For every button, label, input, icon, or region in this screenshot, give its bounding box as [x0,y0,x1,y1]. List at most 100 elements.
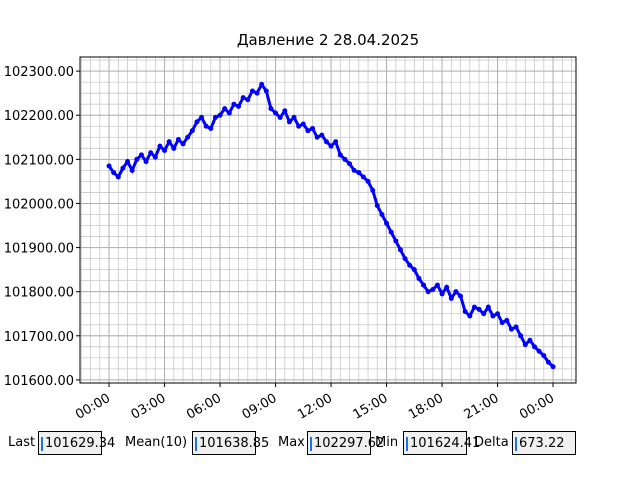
data-point [448,295,454,301]
data-point [328,143,334,149]
data-point [286,119,292,125]
x-tick-label: 03:00 [129,391,169,423]
x-tick-label: 00:00 [73,391,113,423]
data-point [115,174,121,180]
x-tick-label: 21:00 [462,391,502,423]
data-point [490,313,496,319]
y-tick-label: 102200.00 [4,109,74,124]
data-point [458,293,464,299]
data-point [388,229,394,235]
data-point [314,134,320,140]
data-point [134,156,140,162]
data-point [407,262,413,268]
data-point [522,342,528,348]
field-label: Mean(10) [125,435,188,450]
y-tick-label: 102100.00 [4,153,74,168]
x-tick-label: 15:00 [351,391,391,423]
data-point [397,247,403,253]
data-point [208,125,214,131]
data-point [453,289,459,295]
plot-frame [79,56,577,384]
data-point [148,150,154,156]
data-point [319,132,325,138]
data-point [291,114,297,120]
data-point [333,139,339,145]
chart: Давление 2 28.04.2025 101600.00 101700.00… [4,31,577,423]
data-point [347,161,353,167]
data-point [513,324,519,330]
x-tick-label: 12:00 [295,391,335,423]
data-point [411,267,417,273]
data-point [421,282,427,288]
data-point [439,291,445,297]
field-textbox[interactable]: 101638.85 [192,431,269,455]
data-point [212,114,218,120]
field-textbox[interactable]: 673.22 [512,431,576,455]
data-point [476,306,482,312]
data-point [337,152,343,158]
data-point [194,119,200,125]
data-point [166,139,172,145]
chart-title: Давление 2 28.04.2025 [237,31,419,49]
data-point [434,282,440,288]
data-point [273,110,279,116]
data-point [430,286,436,292]
y-tick-label: 102300.00 [4,65,74,80]
y-tick-label: 101700.00 [4,330,74,345]
data-point [305,128,311,134]
data-point [277,114,283,120]
data-point [485,304,491,310]
field-label: Delta [474,435,509,450]
x-tick-label: 09:00 [240,391,280,423]
data-point [189,128,195,134]
data-point [185,134,191,140]
data-point [254,90,260,96]
data-point [467,313,473,319]
data-point [222,106,228,112]
data-point [374,203,380,209]
data-point [106,163,112,169]
data-point [499,320,505,326]
y-tick-label: 101800.00 [4,286,74,301]
data-point [231,101,237,107]
data-point [296,123,302,129]
field-textbox[interactable]: 102297.62 [307,431,384,455]
data-point [365,178,371,184]
data-point [120,165,126,171]
x-tick-label: 00:00 [517,391,557,423]
data-point [203,123,209,129]
field-textbox[interactable]: 101624.41 [403,431,480,455]
data-point [125,159,131,165]
data-point [111,170,117,176]
data-point [545,359,551,365]
y-tick-label: 101900.00 [4,242,74,257]
data-point [138,152,144,158]
data-point [342,156,348,162]
data-point [157,143,163,149]
data-point [259,81,265,87]
data-point [532,344,538,350]
data-point [240,95,246,101]
field-textbox[interactable]: 101629.34 [38,431,115,455]
x-tick-label: 18:00 [406,391,446,423]
data-point [143,159,149,165]
data-point [527,337,533,343]
field-label: Max [278,435,305,450]
data-point [541,353,547,359]
data-point [152,154,158,160]
data-point [162,148,168,154]
data-point [416,275,422,281]
data-point [550,364,556,370]
data-point [351,167,357,173]
data-point [462,309,468,315]
x-tick-label: 06:00 [184,391,224,423]
data-point [268,106,274,112]
y-tick-label: 101600.00 [4,374,74,389]
data-point [310,125,316,131]
data-point [471,304,477,310]
data-point [249,88,255,94]
data-point [518,333,524,339]
data-point [236,103,242,109]
data-point [300,121,306,127]
data-point [323,139,329,145]
